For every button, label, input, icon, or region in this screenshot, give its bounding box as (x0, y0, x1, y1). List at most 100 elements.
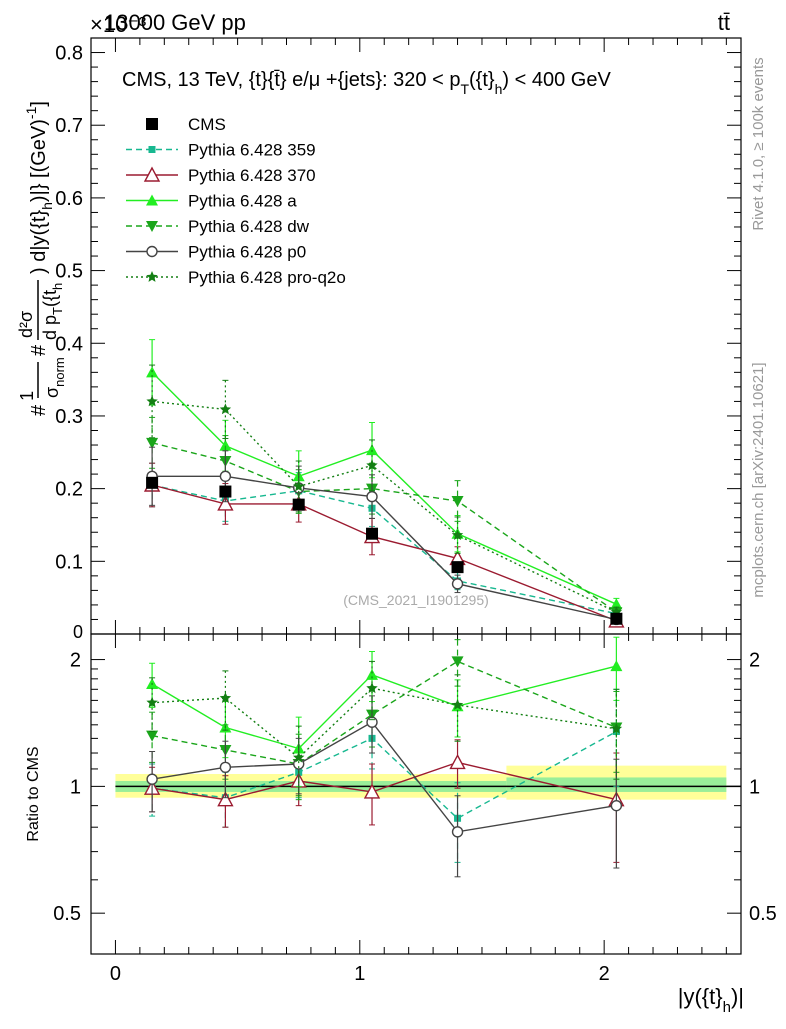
main-y-tick-label: 0.8 (55, 43, 83, 65)
ratio-data-point (366, 682, 378, 694)
svg-text:#1: #1 (17, 391, 50, 416)
svg-text:) d|y({t}h)|} [(GeV)-1]: ) d|y({t}h)|} [(GeV)-1] (23, 101, 55, 274)
ratio-data-point (363, 783, 381, 799)
ratio-data-point (366, 668, 379, 680)
main-data-point (146, 395, 158, 407)
main-series-line (151, 484, 617, 615)
ratio-series-line (152, 730, 617, 820)
svg-text:d pT({th: d pT({th (40, 283, 65, 340)
main-series-line (151, 371, 617, 605)
ratio-data-point (366, 716, 378, 728)
main-y-axis-label: #1 σnorm # d²σ d pT({th ) d|y({t}h)|} [(… (16, 101, 67, 416)
x-tick-label: 0 (110, 963, 121, 985)
legend-label: CMS (188, 115, 226, 134)
main-axis-ticks: 0.1 0.2 0.3 0.4 0.5 0.6 0.7 0.8 0 (55, 38, 741, 642)
legend-entry-cms: CMS (146, 115, 226, 134)
svg-text:d²σ: d²σ (16, 311, 36, 338)
svg-text:#: # (28, 344, 50, 356)
ratio-series-pythia-6-428-pro-q2o (146, 660, 623, 797)
ratio-series-line (151, 761, 617, 801)
main-series-pythia-6-428-dw (146, 416, 623, 619)
ratio-series-line (151, 721, 617, 833)
ratio-axis-ticks: 0.5 0.5 1 1 2 2 0 1 2 (53, 634, 777, 985)
ratio-data-point (610, 660, 623, 672)
main-series-line (151, 484, 617, 622)
ratio-y-axis-label: Ratio to CMS (25, 746, 42, 841)
ratio-y-tick-label-right: 0.5 (749, 903, 777, 925)
main-series-cms (146, 476, 623, 625)
ratio-y-tick-label: 0.5 (53, 903, 81, 925)
main-data-point (610, 612, 623, 625)
legend-marker (148, 146, 156, 153)
mcplots-label: mcplots.cern.ch [arXiv:2401.10621] (750, 362, 767, 597)
main-data-point (366, 490, 378, 503)
main-data-point (366, 444, 379, 456)
main-series-line (151, 442, 617, 613)
ratio-series-group (143, 636, 625, 878)
main-series-group (143, 339, 625, 628)
legend-marker (143, 166, 161, 182)
ratio-series-pythia-6-428-a (146, 636, 623, 787)
main-y-zero-label: 0 (73, 622, 83, 642)
ratio-data-point (146, 773, 158, 785)
svg-text:σnorm: σnorm (42, 357, 67, 398)
legend-marker (146, 245, 158, 258)
ratio-data-point (610, 799, 623, 812)
legend-entry-pythia-6-428-359: Pythia 6.428 359 (126, 141, 316, 160)
main-series-line (152, 475, 617, 621)
ratio-series-pythia-6-428-370 (143, 739, 625, 863)
y-exponent-label: ×10⁻³ (90, 12, 146, 37)
legend-label: Pythia 6.428 359 (188, 141, 316, 160)
ratio-panel-frame (90, 633, 742, 955)
ratio-series-line (151, 660, 617, 765)
ratio-data-point (451, 699, 464, 710)
main-data-point (219, 485, 232, 498)
main-data-point (451, 495, 464, 507)
main-data-point (451, 578, 464, 590)
main-data-point (366, 459, 378, 471)
legend-marker (146, 194, 158, 206)
main-data-point (451, 529, 464, 540)
legend-marker (146, 221, 158, 232)
x-tick-label: 1 (354, 963, 365, 985)
main-data-point (217, 495, 234, 511)
legend-entry-pythia-6-428-370: Pythia 6.428 370 (126, 166, 316, 185)
main-data-point (292, 498, 305, 511)
main-data-point (146, 476, 159, 489)
legend-marker (146, 271, 158, 282)
ratio-data-point (451, 656, 464, 668)
ratio-data-point (219, 692, 232, 703)
main-series-pythia-6-428-pro-q2o (146, 364, 623, 618)
main-data-point (219, 439, 232, 451)
energy-label: 13000 GeV pp (104, 10, 246, 35)
main-y-tick-label: 0.6 (55, 188, 83, 210)
legend-label: Pythia 6.428 a (188, 192, 297, 211)
main-data-point (146, 437, 159, 449)
main-data-point (451, 561, 464, 574)
rivet-version-label: Rivet 4.1.0, ≥ 100k events (750, 57, 767, 230)
main-data-point (219, 470, 232, 482)
main-y-tick-label: 0.3 (55, 406, 83, 428)
main-y-tick-label: 0.7 (55, 115, 83, 137)
x-axis-label: |y({t}h)| (678, 984, 744, 1016)
legend-entry-pythia-6-428-a: Pythia 6.428 a (126, 192, 297, 211)
main-data-point (219, 403, 232, 415)
main-data-point (366, 527, 379, 540)
ratio-data-point (610, 722, 623, 734)
legend-label: Pythia 6.428 370 (188, 166, 316, 185)
process-label: tt̄ (718, 10, 730, 35)
ratio-y-tick-label-right: 1 (749, 776, 760, 798)
legend-label: Pythia 6.428 p0 (188, 243, 306, 262)
legend-entry-pythia-6-428-p0: Pythia 6.428 p0 (126, 243, 306, 262)
x-tick-label: 2 (599, 963, 610, 985)
main-data-point (293, 480, 305, 492)
legend-entry-pythia-6-428-dw: Pythia 6.428 dw (126, 217, 310, 236)
ratio-data-point (146, 730, 159, 742)
ratio-series-line (152, 687, 617, 759)
ratio-data-point (449, 753, 466, 770)
legend-marker (146, 118, 158, 130)
legend-label: Pythia 6.428 dw (188, 217, 310, 236)
ratio-data-point (146, 696, 158, 708)
